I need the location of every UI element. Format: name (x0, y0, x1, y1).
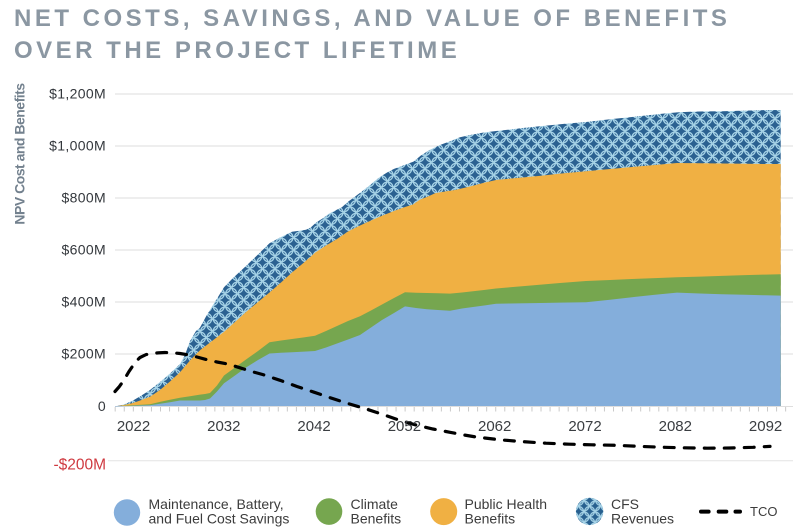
svg-text:Benefits: Benefits (465, 511, 516, 527)
svg-text:$200M: $200M (61, 346, 106, 362)
svg-text:2082: 2082 (659, 418, 692, 435)
svg-text:$600M: $600M (61, 242, 106, 258)
svg-text:NPV Cost and Benefits: NPV Cost and Benefits (12, 83, 28, 225)
svg-text:-$200M: -$200M (53, 456, 106, 473)
svg-text:2032: 2032 (207, 418, 240, 435)
svg-text:Climate: Climate (351, 496, 399, 512)
svg-text:CFS: CFS (611, 496, 639, 512)
svg-text:Public Health: Public Health (465, 496, 548, 512)
svg-text:2052: 2052 (388, 418, 421, 435)
svg-text:$1,000M: $1,000M (49, 138, 106, 154)
svg-text:TCO: TCO (750, 504, 777, 519)
svg-text:2072: 2072 (568, 418, 601, 435)
svg-text:2042: 2042 (297, 418, 330, 435)
svg-text:2022: 2022 (117, 418, 150, 435)
svg-text:Benefits: Benefits (351, 511, 402, 527)
svg-text:2062: 2062 (478, 418, 511, 435)
svg-text:Revenues: Revenues (611, 511, 674, 527)
svg-text:$1,200M: $1,200M (49, 86, 106, 102)
svg-text:Maintenance, Battery,: Maintenance, Battery, (149, 496, 284, 512)
svg-text:$400M: $400M (61, 294, 106, 310)
svg-text:$800M: $800M (61, 190, 106, 206)
svg-text:0: 0 (98, 398, 106, 414)
svg-text:and Fuel Cost Savings: and Fuel Cost Savings (149, 511, 290, 527)
svg-text:2092: 2092 (749, 418, 782, 435)
